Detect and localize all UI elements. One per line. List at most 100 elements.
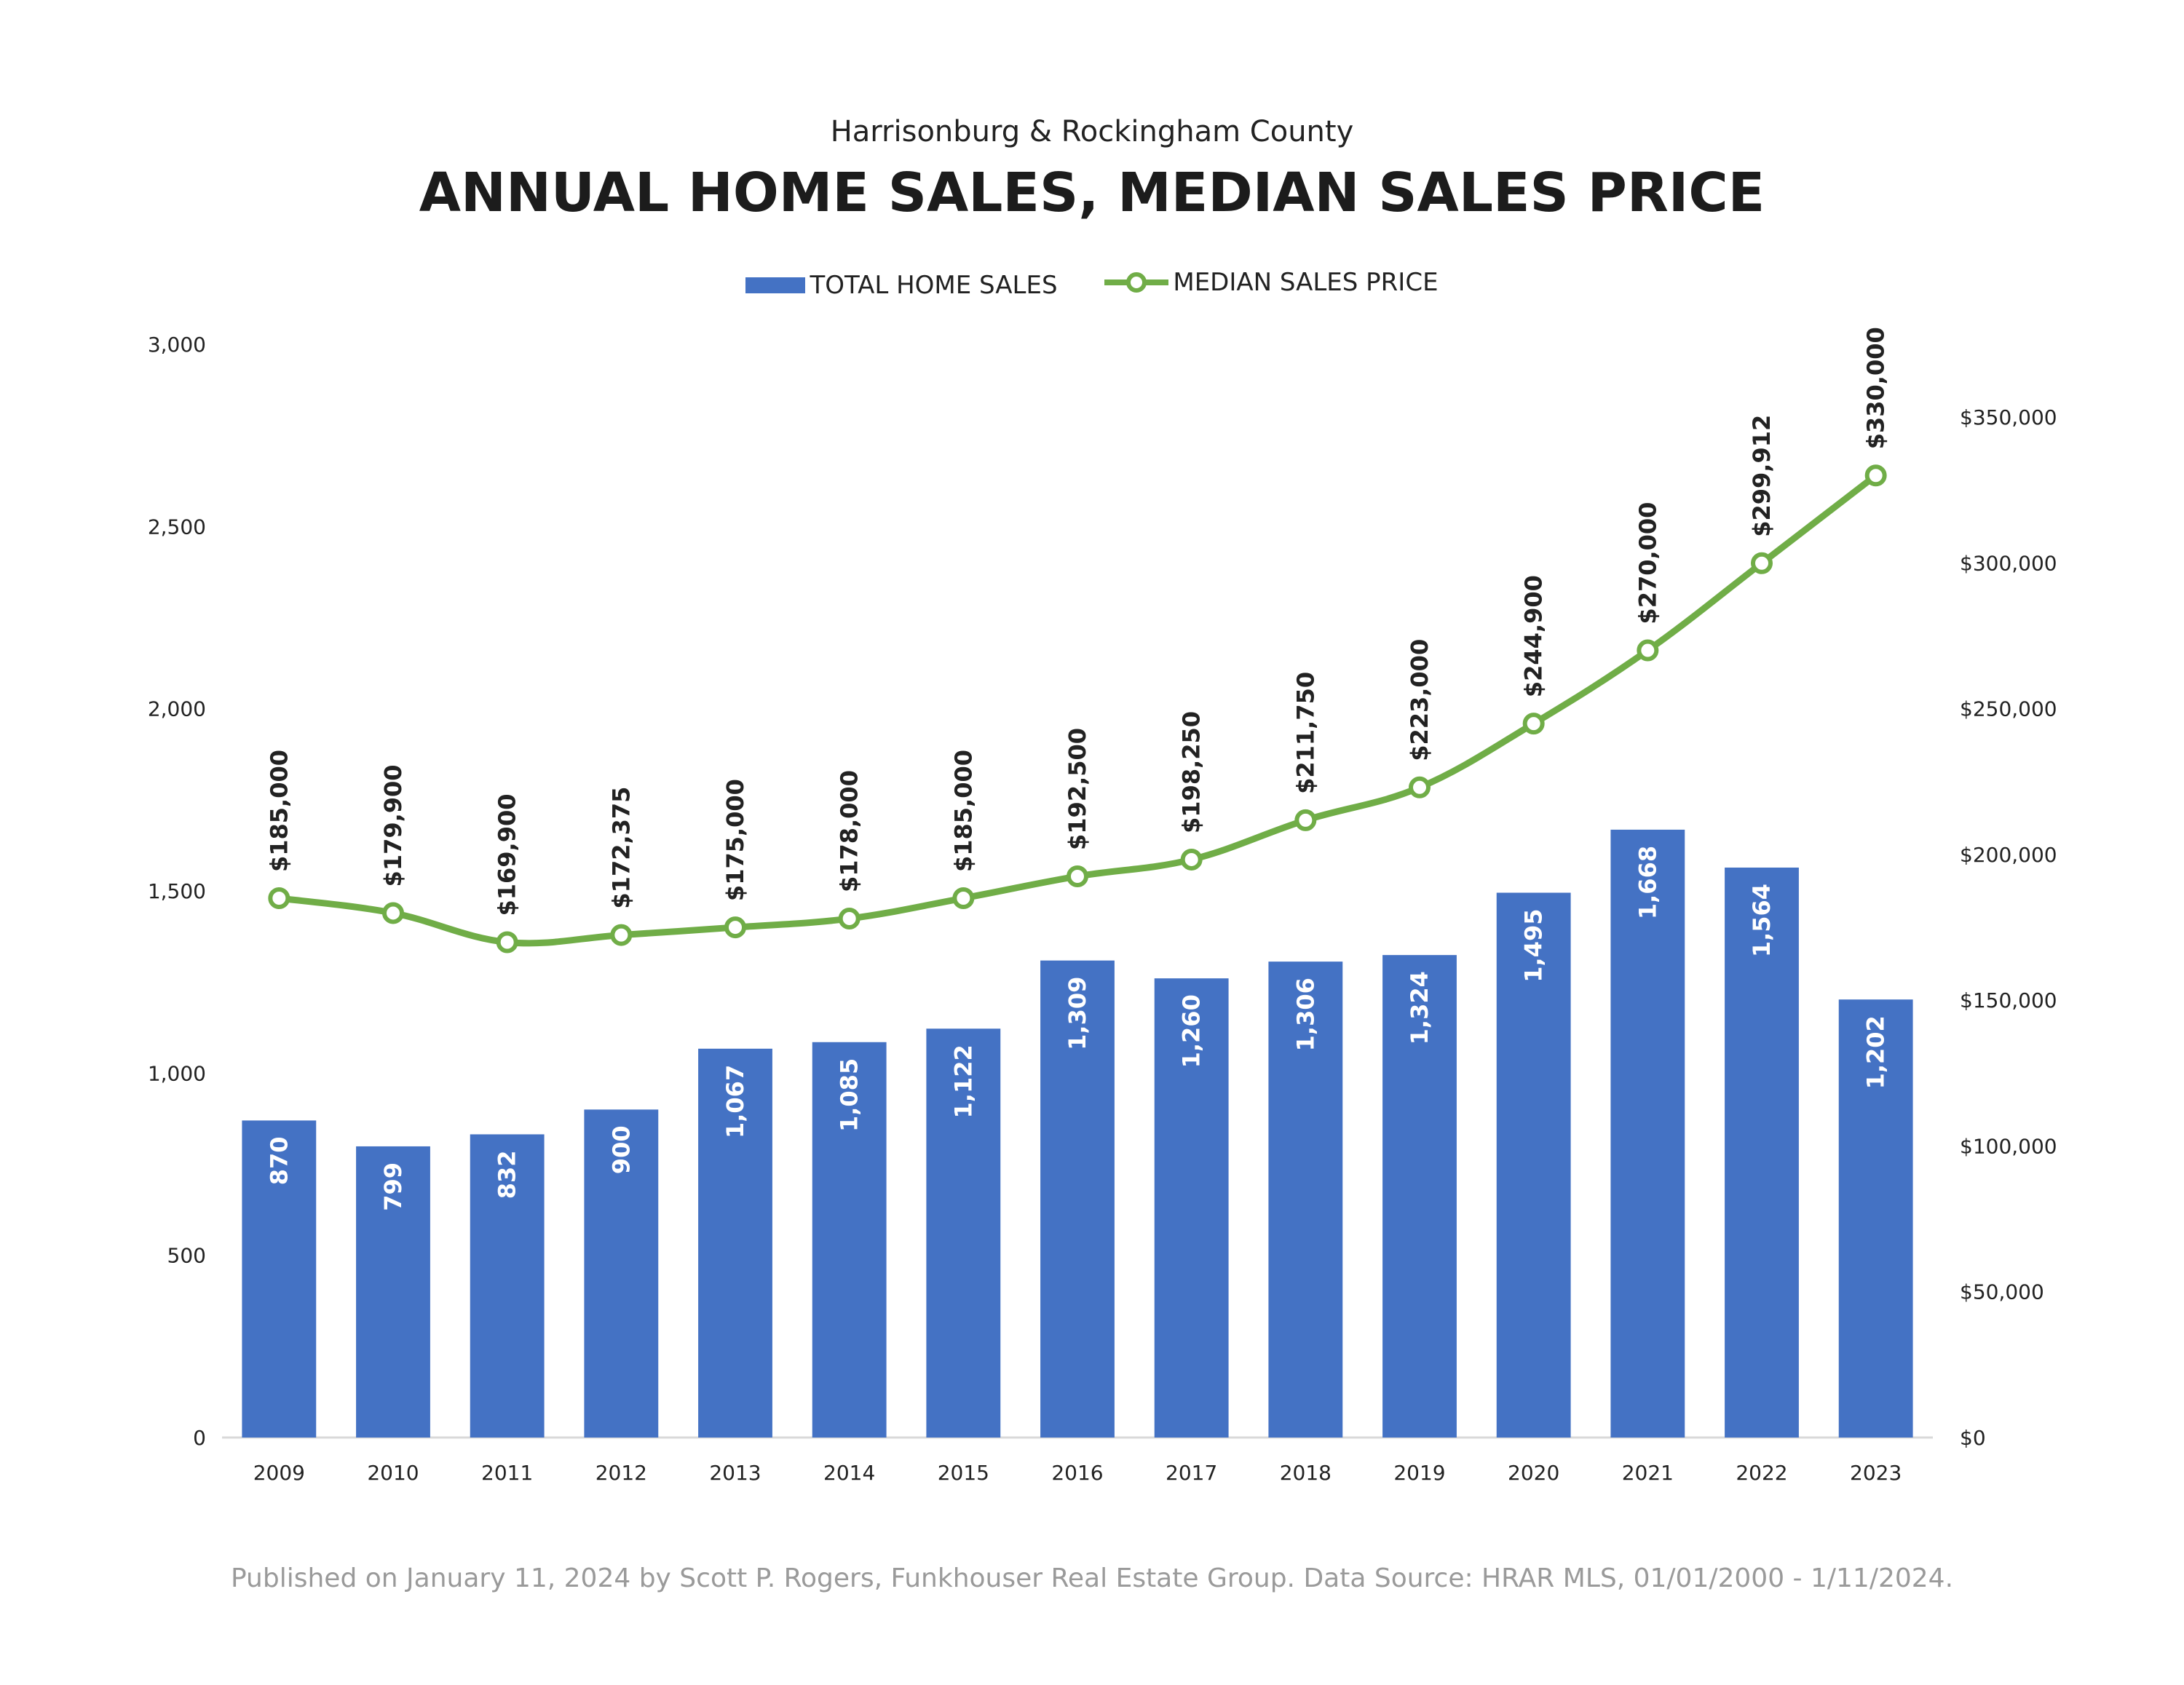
bar-total-home-sales [356,1146,430,1438]
x-axis-tick-label: 2018 [1280,1461,1332,1485]
median-price-marker [1294,809,1317,831]
bar-total-home-sales [1496,892,1571,1438]
bar-value-label: 1,067 [721,1065,749,1138]
x-axis-tick-label: 2012 [596,1461,647,1485]
x-axis-tick-label: 2011 [481,1461,533,1485]
x-axis-tick-label: 2019 [1393,1461,1445,1485]
median-price-label: $211,750 [1291,672,1319,794]
left-axis-tick-label: 1,500 [148,879,206,903]
median-price-marker [1522,713,1545,735]
median-price-label: $244,900 [1520,575,1548,697]
bar-total-home-sales [698,1048,772,1438]
chart-title: ANNUAL HOME SALES, MEDIAN SALES PRICE [419,162,1765,224]
median-price-marker [952,887,975,910]
x-axis-tick-label: 2022 [1736,1461,1787,1485]
bar-value-label: 1,122 [949,1044,977,1118]
bar-total-home-sales [470,1134,545,1438]
x-axis-tick-label: 2009 [253,1461,305,1485]
x-axis-tick-label: 2015 [938,1461,989,1485]
x-axis-tick-label: 2021 [1622,1461,1674,1485]
right-axis-tick-label: $350,000 [1960,405,2057,429]
legend-item-price: MEDIAN SALES PRICE [1103,268,1439,297]
bar-total-home-sales [584,1109,659,1438]
median-price-marker [1409,776,1431,798]
right-axis-tick-label: $150,000 [1960,988,2057,1012]
chart-footer-source: Published on January 11, 2024 by Scott P… [230,1563,1954,1593]
right-axis-tick-label: $0 [1960,1426,1986,1450]
median-price-marker [724,916,746,939]
bar-value-label: 1,309 [1064,977,1091,1050]
median-price-marker [1067,865,1088,887]
bar-value-label: 1,085 [836,1058,863,1132]
chart-subtitle: Harrisonburg & Rockingham County [830,115,1354,148]
bar-value-label: 1,564 [1748,884,1776,957]
legend-label-sales: TOTAL HOME SALES [810,271,1058,300]
median-price-label: $330,000 [1862,327,1890,449]
median-price-label: $223,000 [1406,639,1433,761]
left-axis-tick-label: 0 [193,1426,206,1450]
median-price-label: $175,000 [721,779,749,901]
median-price-label: $192,500 [1064,728,1091,850]
chart-legend: TOTAL HOME SALES MEDIAN SALES PRICE [0,268,2184,300]
legend-swatch-sales [745,277,806,293]
right-axis-tick-label: $200,000 [1960,843,2057,867]
median-price-label: $179,900 [379,764,407,887]
bar-total-home-sales [812,1042,887,1438]
x-axis-tick-label: 2023 [1850,1461,1902,1485]
bar-value-label: 1,668 [1634,846,1661,919]
bar-value-label: 1,324 [1406,971,1433,1044]
bar-total-home-sales [1040,960,1115,1438]
median-price-label: $178,000 [836,770,863,892]
x-axis-tick-label: 2013 [709,1461,761,1485]
median-price-label: $270,000 [1634,502,1661,625]
left-axis-tick-label: 3,000 [148,333,206,357]
bar-value-label: 1,202 [1862,1015,1890,1089]
median-price-marker [1751,552,1773,574]
bar-value-label: 870 [265,1136,293,1185]
bar-total-home-sales [242,1120,317,1438]
left-axis-tick-label: 500 [167,1244,206,1268]
bar-total-home-sales [1838,999,1913,1438]
right-axis-tick-label: $100,000 [1960,1134,2057,1158]
median-price-label: $169,900 [494,793,521,916]
bar-value-label: 799 [379,1162,407,1211]
left-axis-tick-label: 2,000 [148,697,206,721]
median-price-marker [496,931,518,953]
bar-total-home-sales [1610,829,1685,1438]
median-price-label: $172,375 [607,787,635,909]
bar-total-home-sales [1154,978,1229,1438]
x-axis-tick-label: 2017 [1166,1461,1217,1485]
median-price-marker [1864,464,1887,487]
legend-label-price: MEDIAN SALES PRICE [1173,268,1439,297]
x-axis-tick-label: 2010 [367,1461,419,1485]
median-price-label: $185,000 [265,750,293,872]
median-price-marker [838,908,860,930]
bar-value-label: 1,306 [1291,978,1319,1051]
legend-swatch-price [1104,272,1169,293]
median-price-marker [1637,639,1659,662]
bar-total-home-sales [1268,962,1343,1438]
bar-total-home-sales [1382,955,1457,1438]
left-axis-tick-label: 1,000 [148,1061,206,1085]
right-axis-tick-label: $250,000 [1960,697,2057,721]
bar-value-label: 832 [494,1150,521,1199]
bar-value-label: 900 [607,1125,635,1174]
bar-value-label: 1,260 [1178,994,1206,1068]
bar-total-home-sales [1725,867,1799,1438]
right-axis-tick-label: $50,000 [1960,1280,2044,1304]
median-price-marker [268,887,290,910]
right-axis-tick-label: $300,000 [1960,551,2057,575]
median-price-marker [382,902,404,924]
median-price-label: $299,912 [1748,415,1776,537]
legend-item-sales: TOTAL HOME SALES [745,271,1058,300]
median-price-marker [610,924,633,946]
median-price-label: $198,250 [1178,711,1206,833]
bar-value-label: 1,495 [1520,909,1548,983]
median-price-label: $185,000 [949,750,977,872]
bar-total-home-sales [926,1028,1001,1438]
x-axis-tick-label: 2020 [1508,1461,1559,1485]
left-axis-tick-label: 2,500 [148,515,206,539]
x-axis-tick-label: 2016 [1051,1461,1103,1485]
median-price-marker [1180,848,1203,871]
